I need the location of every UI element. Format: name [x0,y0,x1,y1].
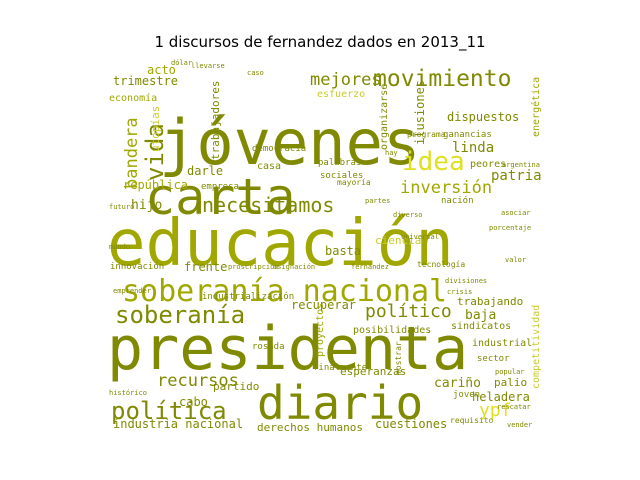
word-94: caso [247,69,264,77]
word-92: valor [505,256,526,264]
word-76: popular [495,368,525,376]
word-68: nación [441,195,474,206]
word-13: vida [141,123,169,181]
word-26: esperanzas [340,365,406,378]
word-81: fernandez [351,263,389,271]
word-cloud-canvas: jóvenes educación presidenta carta diario sob… [107,59,542,431]
cloud-title: 1 discursos de fernandez dados en 2013_1… [154,33,486,51]
word-75: histórico [109,389,147,397]
word-50: competitividad [531,305,542,389]
word-5: diario [257,376,423,430]
word-7: movimiento [373,66,511,92]
word-29: palio [494,376,527,389]
word-69: requisito [450,416,494,425]
word-54: peores [470,159,506,170]
word-62: sociales [320,171,363,181]
word-1: jóvenes [159,106,420,179]
word-38: república [123,178,188,192]
word-93: futuro [109,203,134,211]
word-47: sindicatos [451,321,511,332]
word-48: industrial [472,338,532,349]
word-44: innovación [110,261,164,272]
word-8: necesitamos [202,193,334,217]
word-31: cabo [179,395,208,409]
word-88: proscripción [228,263,279,271]
word-85: mostrar [394,341,403,375]
word-58: industrialización [202,291,294,302]
word-3: presidenta [107,314,468,384]
word-51: energética [530,77,542,137]
word-9: soberanía [115,301,245,329]
word-19: ypf [479,400,512,421]
word-21: hijo [131,198,162,213]
word-82: diverso [393,211,423,219]
word-74: argentina [502,161,540,169]
word-30: partido [213,380,259,393]
word-70: programa [407,130,446,139]
word-65: mayoría [337,178,371,187]
word-73: hay [385,149,398,157]
word-53: basta [325,244,361,258]
word-61: palabras [318,158,361,168]
word-91: crisis [447,288,472,296]
word-41: trabajadores [209,81,222,160]
word-80: partes [365,197,390,205]
word-22: cariño [434,376,481,391]
word-17: bandera [122,117,142,189]
word-90: dólar [171,59,192,67]
word-49: sector [477,354,510,364]
word-27: baja [465,308,496,323]
word-60: casa [257,161,281,172]
word-10: política [111,397,227,425]
word-84: mundo [109,243,130,251]
word-52: proyectos [315,303,326,357]
word-46: posibilidades [353,325,431,336]
word-35: trabajando [457,295,523,308]
word-11: idea [402,147,465,177]
word-67: finalmente [313,363,367,373]
word-45: ciencia [375,234,421,247]
word-37: dispuestos [447,110,519,124]
word-59: joven [453,390,480,400]
word-14: político [365,301,452,322]
word-16: recursos [157,371,239,391]
word-78: vender [507,421,532,429]
word-71: ganancias [443,130,492,140]
word-cloud: jóvenes educación presidenta carta diario sob… [107,57,546,431]
word-43: frente [184,260,227,274]
word-77: rescatar [497,403,531,411]
word-72: porcentaje [489,224,531,232]
word-28: heladera [472,390,530,404]
word-23: industria nacional [113,417,243,431]
word-34: trimestre [113,74,178,88]
word-83: universal [401,233,439,241]
word-95: llevarse [191,62,225,70]
word-89: divisiones [445,277,487,285]
word-33: acto [147,63,176,77]
word-42: economía [109,92,157,104]
word-63: empresa [201,182,239,192]
word-79: asociar [501,209,531,217]
word-66: rosada [252,342,285,352]
word-64: tecnología [417,260,465,269]
word-15: mejores [310,70,382,90]
word-36: ilusiones [413,80,427,145]
word-24: cuestiones [375,417,447,431]
word-18: linda [452,140,494,156]
word-57: democracia [252,144,306,154]
word-86: emprender [113,287,151,295]
word-55: organizarse [379,84,390,150]
word-25: recuperar [291,298,356,312]
word-87: asignación [273,263,315,271]
word-40: utopías [149,106,162,152]
word-56: esfuerzo [317,89,365,100]
word-32: derechos humanos [257,421,363,431]
word-6: soberanía nacional [122,274,447,309]
word-2: educación [107,207,454,281]
word-12: inversión [400,178,492,198]
word-4: carta [145,168,296,226]
word-20: patria [491,168,542,184]
word-39: darle [187,164,223,178]
